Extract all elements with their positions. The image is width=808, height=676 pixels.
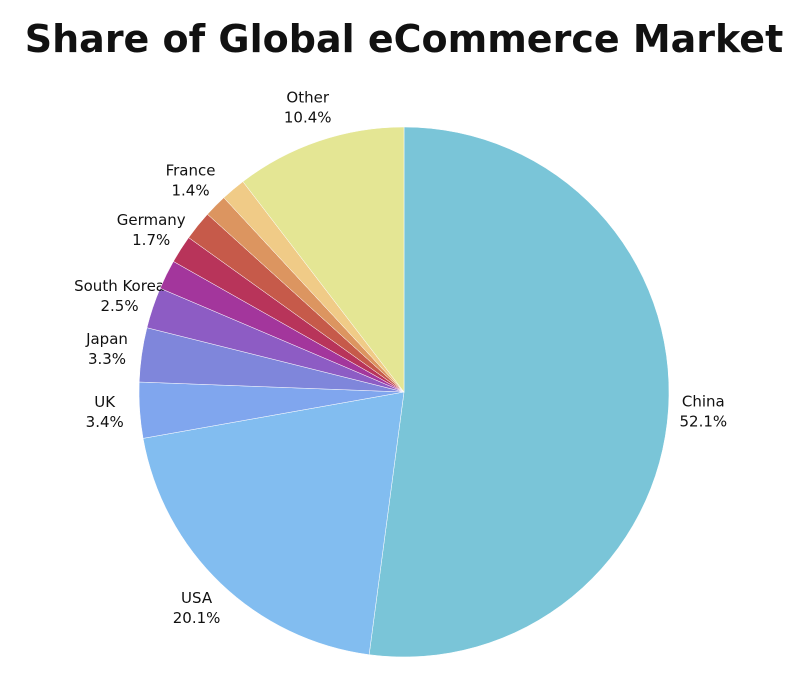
slice-value-label: 3.4%	[86, 413, 124, 431]
slice-value-label: 2.5%	[101, 297, 139, 315]
slice-label: USA	[181, 589, 213, 607]
slice-label: France	[166, 162, 216, 180]
slice-value-label: 52.1%	[680, 412, 728, 430]
pie-slice	[368, 126, 670, 658]
slice-value-label: 3.3%	[88, 350, 126, 368]
slice-label: Germany	[117, 211, 186, 229]
slice-value-label: 10.4%	[284, 108, 332, 126]
chart-title: Share of Global eCommerce Market	[25, 17, 783, 61]
pie-slice	[142, 391, 405, 655]
slice-value-label: 20.1%	[173, 609, 221, 627]
slice-label: UK	[94, 393, 116, 411]
slice-label: Japan	[85, 330, 128, 348]
slice-value-label: 1.4%	[171, 182, 209, 200]
slice-label: Other	[286, 88, 329, 106]
slice-label: China	[682, 392, 725, 410]
pie-slice	[242, 126, 405, 393]
slice-value-label: 1.7%	[132, 231, 170, 249]
slice-label: South Korea	[74, 277, 165, 295]
